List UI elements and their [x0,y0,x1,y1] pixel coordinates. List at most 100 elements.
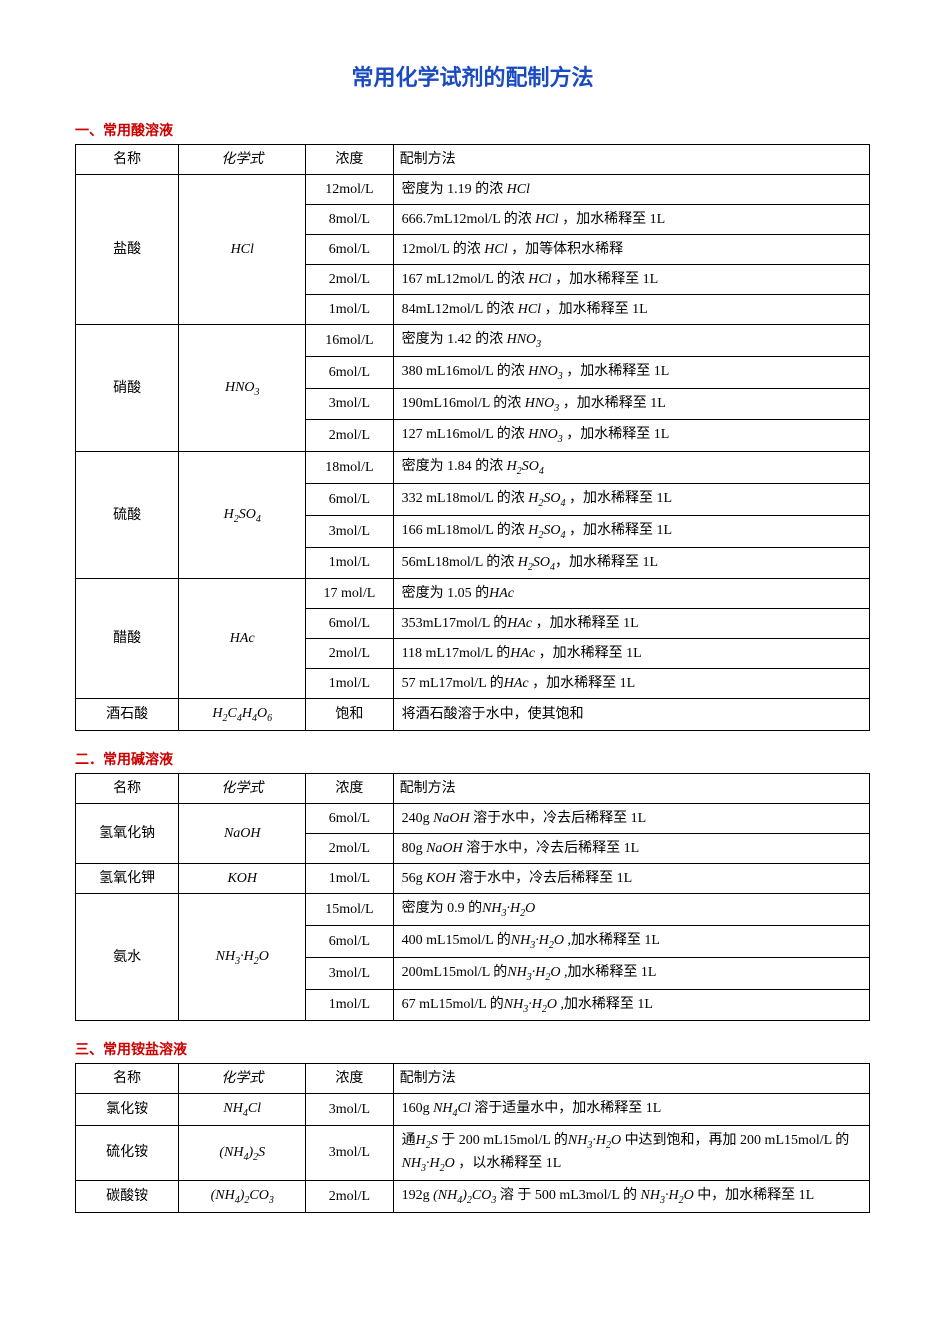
method-cell: 166 mL18mol/L 的浓 H2SO4 ，加水稀释至 1L [393,515,869,547]
concentration-cell: 3mol/L [306,1094,393,1126]
concentration-cell: 6mol/L [306,609,393,639]
concentration-cell: 1mol/L [306,669,393,699]
column-header: 名称 [76,774,179,804]
concentration-cell: 2mol/L [306,265,393,295]
method-cell: 密度为 1.05 的HAc [393,579,869,609]
concentration-cell: 1mol/L [306,989,393,1021]
table-row: 碳酸铵(NH4)2CO32mol/L192g (NH4)2CO3 溶 于 500… [76,1180,870,1212]
column-header: 化学式 [179,1064,306,1094]
method-cell: 190mL16mol/L 的浓 HNO3 ，加水稀释至 1L [393,388,869,420]
concentration-cell: 12mol/L [306,175,393,205]
column-header: 名称 [76,145,179,175]
reagent-name: 硫酸 [76,452,179,579]
reagent-formula: HCl [179,175,306,325]
reagent-name: 氯化铵 [76,1094,179,1126]
method-cell: 56mL18mol/L 的浓 H2SO4，加水稀释至 1L [393,547,869,579]
reagent-name: 硝酸 [76,325,179,452]
method-cell: 56g KOH 溶于水中，冷去后稀释至 1L [393,864,869,894]
reagent-name: 盐酸 [76,175,179,325]
method-cell: 192g (NH4)2CO3 溶 于 500 mL3mol/L 的 NH3·H2… [393,1180,869,1212]
concentration-cell: 3mol/L [306,1126,393,1181]
concentration-cell: 6mol/L [306,235,393,265]
method-cell: 666.7mL12mol/L 的浓 HCl ，加水稀释至 1L [393,205,869,235]
reagent-formula: H2C4H4O6 [179,699,306,731]
reagent-formula: H2SO4 [179,452,306,579]
column-header: 化学式 [179,145,306,175]
method-cell: 160g NH4Cl 溶于适量水中，加水稀释至 1L [393,1094,869,1126]
column-header: 配制方法 [393,145,869,175]
method-cell: 400 mL15mol/L 的NH3·H2O ,加水稀释至 1L [393,925,869,957]
method-cell: 12mol/L 的浓 HCl ，加等体积水稀释 [393,235,869,265]
concentration-cell: 6mol/L [306,925,393,957]
sections-container: 一、常用酸溶液名称化学式浓度配制方法盐酸HCl12mol/L密度为 1.19 的… [75,120,870,1213]
method-cell: 57 mL17mol/L 的HAc ，加水稀释至 1L [393,669,869,699]
concentration-cell: 16mol/L [306,325,393,357]
column-header: 名称 [76,1064,179,1094]
column-header: 化学式 [179,774,306,804]
reagent-formula: HNO3 [179,325,306,452]
column-header: 配制方法 [393,1064,869,1094]
concentration-cell: 3mol/L [306,515,393,547]
concentration-cell: 2mol/L [306,420,393,452]
reagent-name: 氢氧化钠 [76,804,179,864]
concentration-cell: 6mol/L [306,356,393,388]
method-cell: 200mL15mol/L 的NH3·H2O ,加水稀释至 1L [393,957,869,989]
section-heading: 二．常用碱溶液 [75,749,870,769]
reagent-name: 醋酸 [76,579,179,699]
method-cell: 380 mL16mol/L 的浓 HNO3 ，加水稀释至 1L [393,356,869,388]
method-cell: 127 mL16mol/L 的浓 HNO3 ，加水稀释至 1L [393,420,869,452]
section-heading: 三、常用铵盐溶液 [75,1039,870,1059]
table-row: 酒石酸H2C4H4O6饱和将酒石酸溶于水中，使其饱和 [76,699,870,731]
reagent-formula: KOH [179,864,306,894]
concentration-cell: 6mol/L [306,804,393,834]
method-cell: 332 mL18mol/L 的浓 H2SO4 ，加水稀释至 1L [393,483,869,515]
reagent-formula: HAc [179,579,306,699]
table-row: 硫酸H2SO418mol/L密度为 1.84 的浓 H2SO4 [76,452,870,484]
reagent-name: 氢氧化钾 [76,864,179,894]
concentration-cell: 8mol/L [306,205,393,235]
reagent-table: 名称化学式浓度配制方法氢氧化钠NaOH6mol/L240g NaOH 溶于水中，… [75,773,870,1021]
concentration-cell: 1mol/L [306,864,393,894]
reagent-formula: NH3·H2O [179,894,306,1021]
reagent-table: 名称化学式浓度配制方法盐酸HCl12mol/L密度为 1.19 的浓 HCl8m… [75,144,870,731]
method-cell: 240g NaOH 溶于水中，冷去后稀释至 1L [393,804,869,834]
table-row: 氢氧化钾KOH1mol/L56g KOH 溶于水中，冷去后稀释至 1L [76,864,870,894]
concentration-cell: 2mol/L [306,639,393,669]
table-row: 氯化铵NH4Cl3mol/L160g NH4Cl 溶于适量水中，加水稀释至 1L [76,1094,870,1126]
concentration-cell: 饱和 [306,699,393,731]
concentration-cell: 3mol/L [306,957,393,989]
concentration-cell: 3mol/L [306,388,393,420]
method-cell: 将酒石酸溶于水中，使其饱和 [393,699,869,731]
concentration-cell: 1mol/L [306,547,393,579]
concentration-cell: 2mol/L [306,1180,393,1212]
concentration-cell: 15mol/L [306,894,393,926]
method-cell: 167 mL12mol/L 的浓 HCl ，加水稀释至 1L [393,265,869,295]
method-cell: 353mL17mol/L 的HAc ，加水稀释至 1L [393,609,869,639]
reagent-name: 氨水 [76,894,179,1021]
reagent-formula: (NH4)2S [179,1126,306,1181]
reagent-name: 酒石酸 [76,699,179,731]
method-cell: 118 mL17mol/L 的HAc ，加水稀释至 1L [393,639,869,669]
column-header: 浓度 [306,1064,393,1094]
method-cell: 密度为 0.9 的NH3·H2O [393,894,869,926]
method-cell: 通H2S 于 200 mL15mol/L 的NH3·H2O 中达到饱和，再加 2… [393,1126,869,1181]
method-cell: 84mL12mol/L 的浓 HCl ，加水稀释至 1L [393,295,869,325]
reagent-name: 碳酸铵 [76,1180,179,1212]
page-title: 常用化学试剂的配制方法 [75,60,870,92]
table-row: 盐酸HCl12mol/L密度为 1.19 的浓 HCl [76,175,870,205]
concentration-cell: 18mol/L [306,452,393,484]
reagent-formula: NH4Cl [179,1094,306,1126]
method-cell: 密度为 1.19 的浓 HCl [393,175,869,205]
method-cell: 80g NaOH 溶于水中，冷去后稀释至 1L [393,834,869,864]
method-cell: 密度为 1.84 的浓 H2SO4 [393,452,869,484]
table-row: 氨水NH3·H2O15mol/L密度为 0.9 的NH3·H2O [76,894,870,926]
table-row: 硫化铵(NH4)2S3mol/L通H2S 于 200 mL15mol/L 的NH… [76,1126,870,1181]
concentration-cell: 6mol/L [306,483,393,515]
section-heading: 一、常用酸溶液 [75,120,870,140]
method-cell: 67 mL15mol/L 的NH3·H2O ,加水稀释至 1L [393,989,869,1021]
reagent-name: 硫化铵 [76,1126,179,1181]
reagent-formula: NaOH [179,804,306,864]
table-row: 氢氧化钠NaOH6mol/L240g NaOH 溶于水中，冷去后稀释至 1L [76,804,870,834]
method-cell: 密度为 1.42 的浓 HNO3 [393,325,869,357]
concentration-cell: 2mol/L [306,834,393,864]
